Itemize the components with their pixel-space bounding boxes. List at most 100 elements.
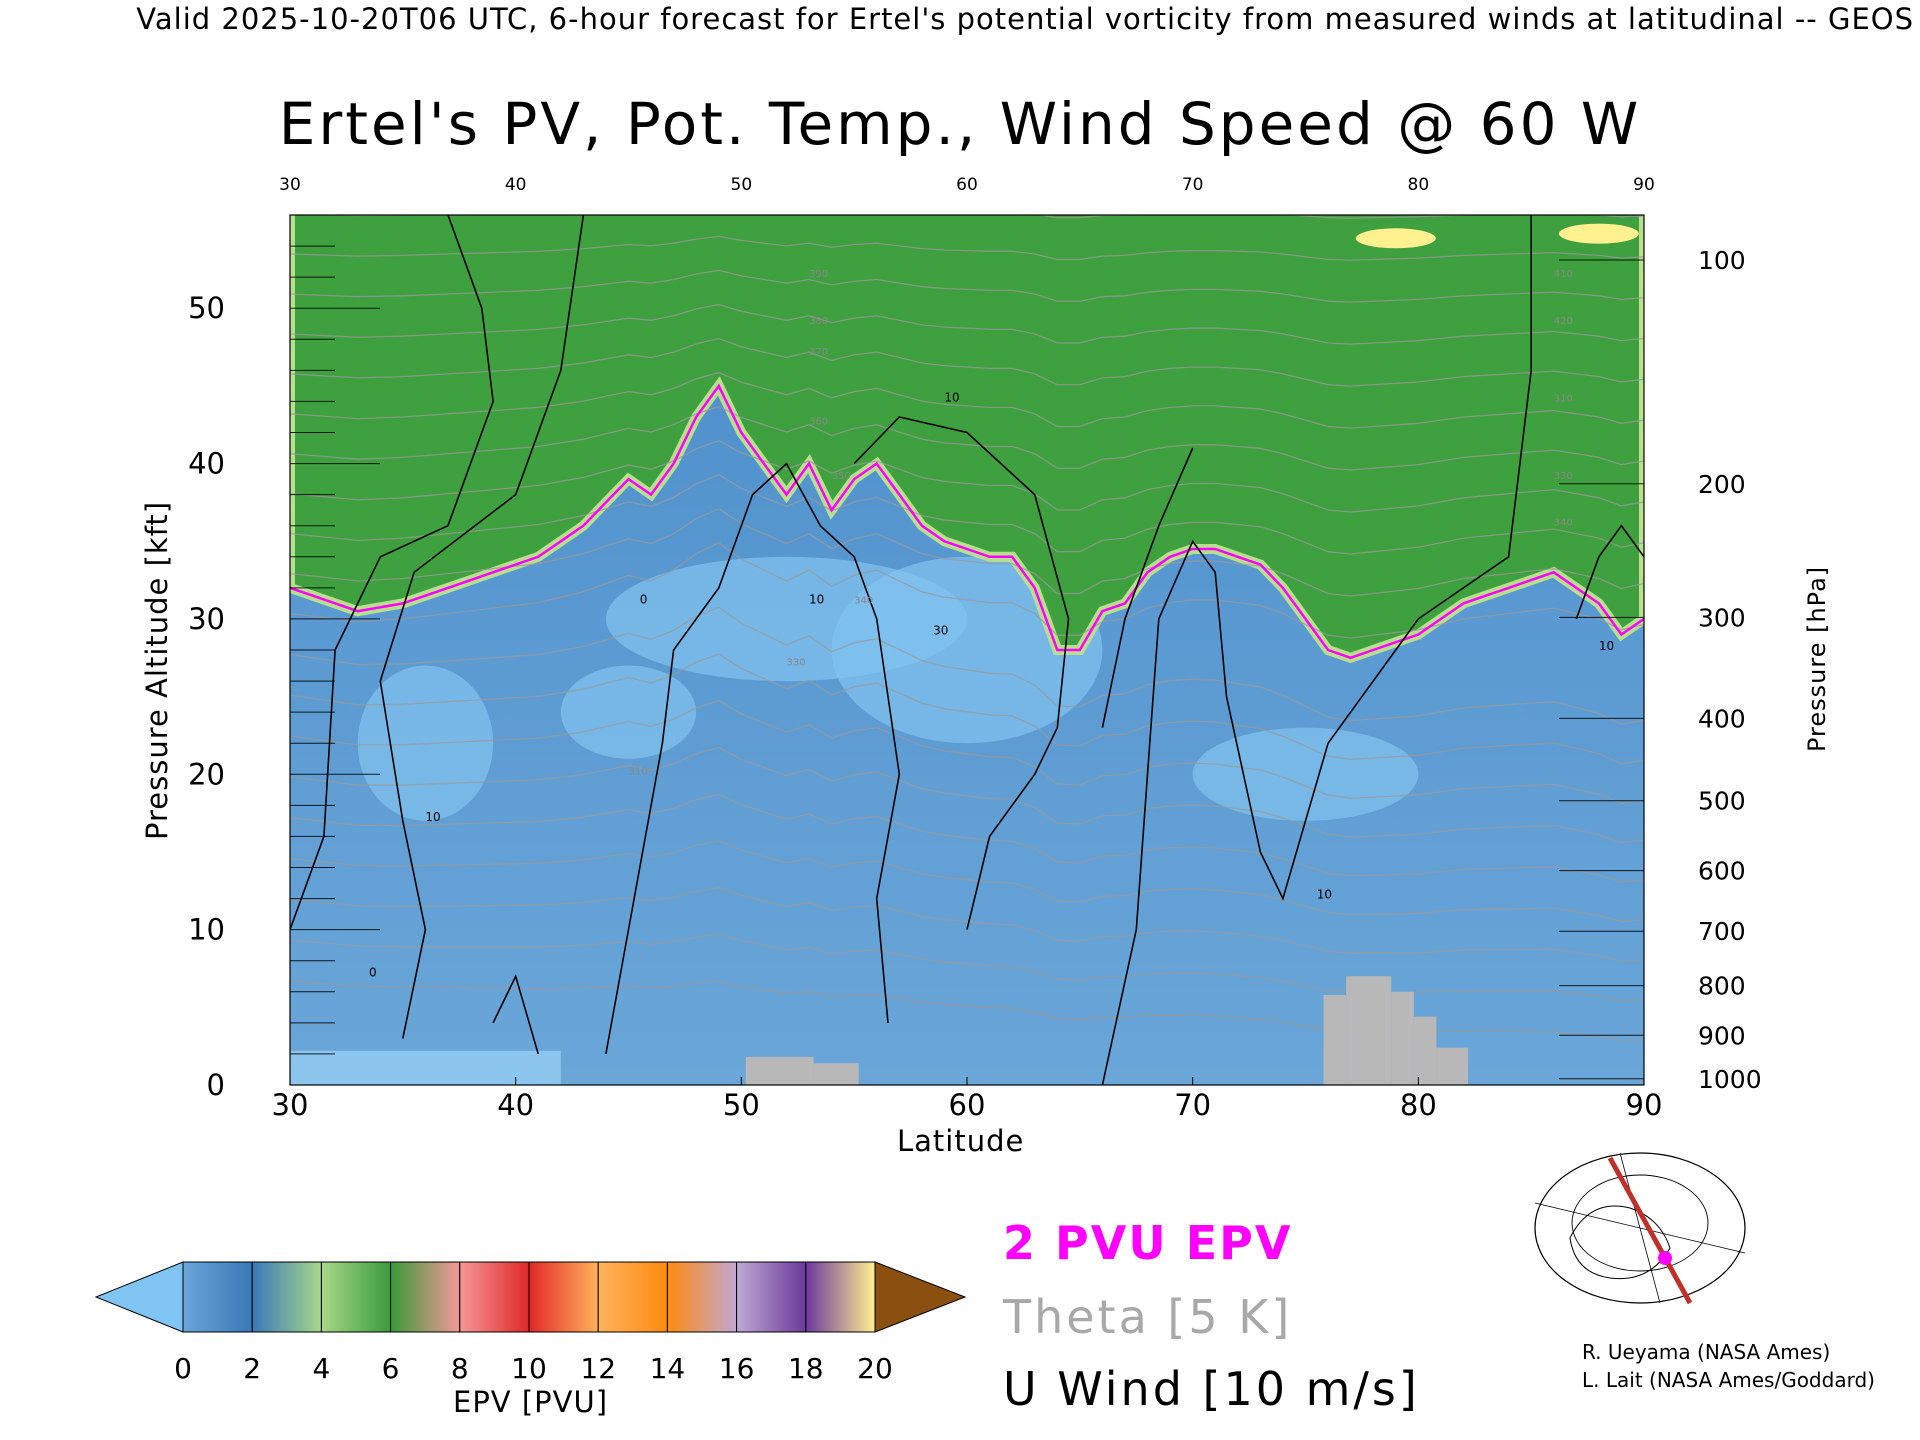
colorbar-segment — [459, 1261, 530, 1333]
locator-map — [1534, 1152, 1746, 1305]
wind-contour-label: 0 — [369, 965, 377, 979]
y-tick-label: 30 — [188, 602, 225, 636]
theta-isentrope — [290, 439, 1644, 513]
theta-label: 360 — [809, 417, 828, 428]
theta-label: 370 — [809, 347, 828, 358]
theta-isentrope — [290, 508, 1644, 597]
terrain-block — [1323, 994, 1347, 1085]
x-top-tick-label: 90 — [1633, 175, 1655, 195]
wind-contour-label: 10 — [944, 390, 959, 404]
terrain-block — [745, 1057, 814, 1085]
axes: 3030404050506060707080809090010203040501… — [188, 175, 1762, 1122]
u-wind-contour — [605, 462, 901, 1055]
legend-2pvu: 2 PVU EPV — [1003, 1216, 1293, 1270]
low-pv-patch — [560, 665, 697, 759]
colorbar-tick-label: 14 — [650, 1352, 686, 1385]
credit-1: R. Ueyama (NASA Ames) — [1582, 1340, 1831, 1364]
x-tick-label: 70 — [1174, 1088, 1211, 1122]
tropopause-2pvu-line — [290, 383, 1644, 660]
x-top-tick-label: 40 — [505, 175, 527, 195]
map-landmass — [1569, 1205, 1671, 1280]
terrain-block — [1391, 991, 1414, 1085]
legend-theta: Theta [5 K] — [1003, 1290, 1293, 1344]
wind-contour-label: 10 — [1599, 639, 1614, 653]
header-caption: Valid 2025-10-20T06 UTC, 6-hour forecast… — [136, 2, 1914, 36]
u-wind-contour — [379, 215, 585, 1039]
colorbar-tick-label: 18 — [788, 1352, 824, 1385]
colorbar-label: EPV [PVU] — [453, 1385, 609, 1419]
wind-contour-label: 0 — [640, 592, 648, 606]
theta-label: 330 — [1554, 471, 1573, 482]
colorbar-tick-label: 20 — [857, 1352, 893, 1385]
theta-label: 340 — [1554, 518, 1573, 529]
theta-isentrope — [290, 840, 1644, 923]
low-pv-patch — [831, 556, 1103, 744]
pressure-tick-label: 800 — [1698, 972, 1746, 1001]
theta-isentrope — [290, 371, 1644, 429]
wind-contour-label: 10 — [809, 592, 824, 606]
x-tick-label: 30 — [272, 1088, 309, 1122]
u-wind-contour — [853, 416, 1070, 930]
colorbar-tick-label: 8 — [451, 1352, 469, 1385]
terrain-block — [813, 1063, 859, 1085]
chart-title: Ertel's PV, Pot. Temp., Wind Speed @ 60 … — [278, 90, 1642, 158]
colorbar-segment — [390, 1261, 461, 1333]
colorbar-tick-label: 4 — [312, 1352, 330, 1385]
theta-label: 390 — [809, 269, 828, 280]
pv-field: 0 10 0 10 30 10 10 10 310 330 340 350 360 370 380 390 41… — [290, 215, 1644, 1085]
theta-isentrope — [290, 933, 1644, 1002]
theta-label: 380 — [809, 316, 828, 327]
y2label: Pressure [hPa] — [1803, 565, 1831, 752]
colorbar-tick-label: 0 — [174, 1352, 192, 1385]
x-top-tick-label: 30 — [279, 175, 301, 195]
y-tick-label: 10 — [188, 913, 225, 947]
theta-isentrope — [290, 887, 1644, 962]
map-outline — [1534, 1152, 1746, 1304]
theta-label: 350 — [832, 471, 851, 482]
theta-label: 420 — [1554, 316, 1573, 327]
colorbar-segment — [805, 1261, 876, 1333]
pressure-tick-label: 400 — [1698, 704, 1746, 733]
x-top-tick-label: 60 — [956, 175, 978, 195]
theta-label: 310 — [1554, 393, 1573, 404]
x-tick-label: 50 — [723, 1088, 760, 1122]
low-pv-surface — [290, 1050, 561, 1085]
pressure-tick-label: 100 — [1698, 246, 1746, 275]
pressure-tick-label: 300 — [1698, 603, 1746, 632]
theta-isentrope — [290, 405, 1644, 471]
map-location-dot — [1658, 1251, 1672, 1265]
theta-isentrope — [290, 303, 1644, 345]
colorbar-segment — [597, 1261, 668, 1333]
ylabel: Pressure Altitude [kft] — [140, 500, 174, 840]
colorbar: 0 2 4 6 8 10 12 14 16 18 20 — [94, 1261, 967, 1385]
x-tick-label: 40 — [497, 1088, 534, 1122]
colorbar-over-arrow — [874, 1261, 967, 1333]
y-tick-label: 0 — [207, 1068, 225, 1102]
u-wind-contour — [1101, 447, 1194, 728]
colorbar-segment — [736, 1261, 807, 1333]
colorbar-tick-label: 6 — [382, 1352, 400, 1385]
x-tick-label: 60 — [949, 1088, 986, 1122]
map-meridian — [1619, 1152, 1661, 1304]
pressure-tick-label: 600 — [1698, 857, 1746, 886]
x-tick-label: 90 — [1626, 1088, 1663, 1122]
u-wind-contour — [1575, 524, 1644, 620]
high-pv-pocket — [1355, 228, 1436, 249]
xlabel: Latitude — [897, 1124, 1025, 1158]
theta-isentrope — [290, 653, 1644, 765]
high-pv-pocket — [1558, 223, 1639, 244]
colorbar-segment — [251, 1261, 322, 1333]
theta-isentrope — [290, 606, 1644, 725]
u-wind-contour — [492, 974, 539, 1055]
pressure-tick-label: 200 — [1698, 470, 1746, 499]
theta-isentrope — [290, 699, 1644, 804]
x-tick-label: 80 — [1400, 1088, 1437, 1122]
colorbar-segment — [320, 1261, 392, 1333]
y-tick-label: 20 — [188, 757, 225, 791]
x-top-tick-label: 80 — [1408, 175, 1430, 195]
theta-isentrope — [290, 980, 1644, 1041]
theta-label: 410 — [1554, 269, 1573, 280]
colorbar-segment — [528, 1261, 599, 1333]
colorbar-segment — [666, 1261, 738, 1333]
